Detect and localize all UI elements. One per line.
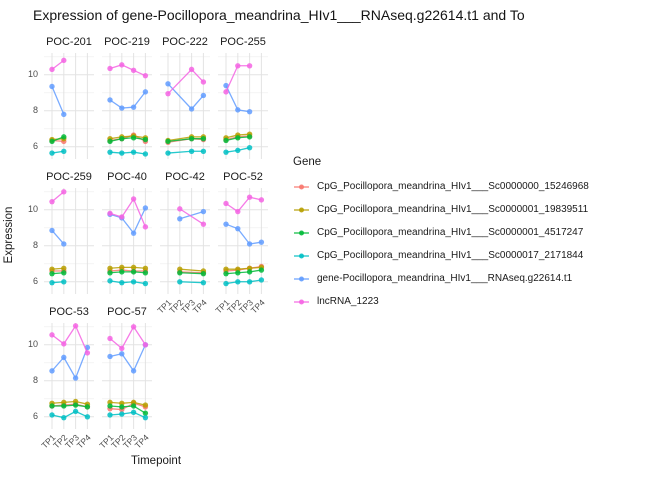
legend-key-icon [294,299,309,304]
y-tick-label: 8 [32,105,38,116]
facet-strip-label: POC-42 [165,171,205,183]
y-tick-label: 6 [32,141,38,152]
legend-item-label: CpG_Pocillopora_meandrina_HIv1___Sc00000… [317,181,589,192]
x-axis-title: Timepoint [130,455,182,467]
facet-panel [102,323,152,429]
legend: Gene CpG_Pocillopora_meandrina_HIv1___Sc… [293,156,589,313]
y-tick-label: 10 [27,204,38,215]
y-tick-label: 10 [27,339,38,350]
facet-strip-label: POC-219 [104,36,150,48]
facet-panel [218,188,268,294]
facet-strip-label: POC-52 [223,171,263,183]
legend-item: CpG_Pocillopora_meandrina_HIv1___Sc00000… [293,198,589,221]
legend-title: Gene [293,156,322,168]
facet-strip-label: POC-255 [220,36,266,48]
legend-key-icon [294,230,309,235]
legend-key-icon [294,276,309,281]
facet-panel [44,53,94,159]
facet-strip-label: POC-40 [107,171,147,183]
legend-item-label: CpG_Pocillopora_meandrina_HIv1___Sc00000… [317,227,584,238]
legend-items: CpG_Pocillopora_meandrina_HIv1___Sc00000… [293,175,589,313]
legend-item-label: CpG_Pocillopora_meandrina_HIv1___Sc00000… [317,204,589,215]
x-tick-label: TP4 [75,432,93,450]
facet-strip-label: POC-259 [46,171,92,183]
facet-panel [218,53,268,159]
legend-item: gene-Pocillopora_meandrina_HIv1___RNAseq… [293,267,589,290]
legend-item-label: CpG_Pocillopora_meandrina_HIv1___Sc00000… [317,250,584,261]
facet-panel [102,188,152,294]
legend-item-label: lncRNA_1223 [317,296,379,307]
legend-item: CpG_Pocillopora_meandrina_HIv1___Sc00000… [293,244,589,267]
facet-panel [44,323,94,429]
facet-panel [160,53,210,159]
legend-item: lncRNA_1223 [293,290,589,313]
facet-strip-label: POC-222 [162,36,208,48]
facet-strip-label: POC-53 [49,306,89,318]
y-tick-label: 10 [27,69,38,80]
y-tick-label: 6 [32,411,38,422]
x-tick-label: TP4 [133,432,151,450]
facet-strip-label: POC-57 [107,306,147,318]
x-tick-label: TP4 [249,297,267,315]
y-tick-label: 6 [32,276,38,287]
facet-panel [102,53,152,159]
facet-panel [44,188,94,294]
legend-key-icon [294,184,309,189]
y-tick-label: 8 [32,240,38,251]
legend-key-icon [294,207,309,212]
facet-strip-label: POC-201 [46,36,92,48]
y-tick-label: 8 [32,375,38,386]
legend-item: CpG_Pocillopora_meandrina_HIv1___Sc00000… [293,175,589,198]
chart-title: Expression of gene-Pocillopora_meandrina… [33,7,525,23]
x-tick-label: TP4 [191,297,209,315]
facet-panel [160,188,210,294]
legend-key-icon [294,253,309,258]
legend-item-label: gene-Pocillopora_meandrina_HIv1___RNAseq… [317,273,573,284]
legend-item: CpG_Pocillopora_meandrina_HIv1___Sc00000… [293,221,589,244]
